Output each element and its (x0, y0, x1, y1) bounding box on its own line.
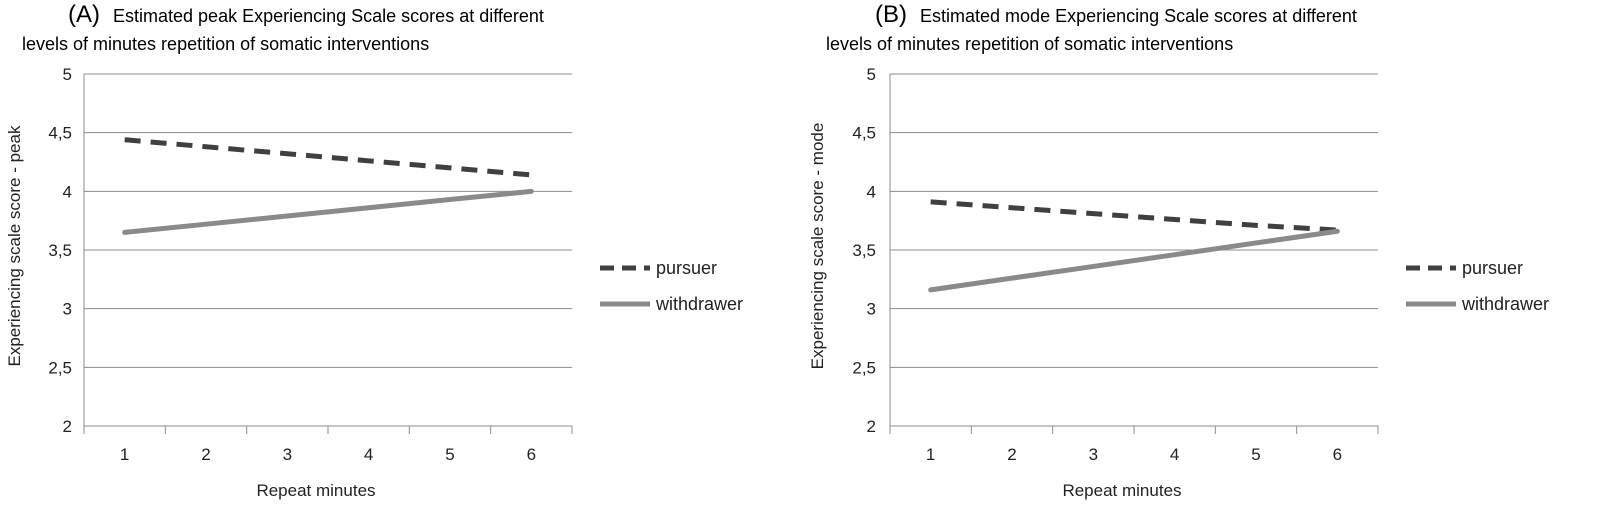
panel-b-title-line2: levels of minutes repetition of somatic … (826, 34, 1233, 54)
y-axis-title-a: Experiencing scale score - peak (5, 125, 24, 366)
y-tick-label-b-3: 3,5 (852, 241, 876, 260)
series-line-withdrawer-a (122, 188, 534, 235)
y-tick-label-a-6: 5 (63, 65, 72, 84)
x-tick-label-b-0: 1 (926, 445, 935, 464)
y-tick-label-a-1: 2,5 (48, 358, 72, 377)
x-tick-label-a-1: 2 (201, 445, 210, 464)
x-tick-label-b-2: 3 (1089, 445, 1098, 464)
x-tick-label-b-4: 5 (1251, 445, 1260, 464)
panel-a-title-line1: (A) Estimated peak Experiencing Scale sc… (68, 1, 544, 28)
y-tick-label-b-4: 4 (867, 182, 876, 201)
panel-a-plot: 2 2,5 3 3,5 4 4,5 5 1 2 3 4 5 6 Repeat minutes Experie… (5, 65, 743, 500)
y-tick-label-a-4: 4 (63, 182, 72, 201)
y-tick-label-b-5: 4,5 (852, 124, 876, 143)
panel-b-label: (B) (875, 1, 907, 28)
x-axis-title-b: Repeat minutes (1062, 481, 1181, 500)
legend-label-withdrawer-b: withdrawer (1461, 294, 1549, 314)
x-tick-label-b-3: 4 (1170, 445, 1179, 464)
y-tick-label-b-2: 3 (867, 300, 876, 319)
x-tick-label-a-4: 5 (445, 445, 454, 464)
panel-b-title-text: Estimated mode Experiencing Scale scores… (920, 6, 1357, 26)
x-axis-title-a: Repeat minutes (256, 481, 375, 500)
y-tick-label-b-1: 2,5 (852, 358, 876, 377)
series-line-withdrawer-b (928, 228, 1340, 293)
series-line-pursuer-a (124, 137, 532, 178)
panel-a-label: (A) (68, 1, 100, 28)
y-tick-label-a-5: 4,5 (48, 124, 72, 143)
x-tick-label-a-2: 3 (283, 445, 292, 464)
y-tick-label-b-6: 5 (867, 65, 876, 84)
x-tick-label-b-1: 2 (1007, 445, 1016, 464)
panel-b-title-line1: (B) Estimated mode Experiencing Scale sc… (875, 1, 1357, 28)
legend-label-pursuer-b: pursuer (1462, 258, 1523, 278)
panel-a-title-line2: levels of minutes repetition of somatic … (22, 34, 429, 54)
x-tick-label-a-3: 4 (364, 445, 373, 464)
x-tick-label-b-5: 6 (1333, 445, 1342, 464)
y-tick-label-a-0: 2 (63, 417, 72, 436)
y-axis-title-b: Experiencing scale score - mode (808, 123, 827, 370)
panel-a-title-text: Estimated peak Experiencing Scale scores… (113, 6, 544, 26)
y-tick-label-a-2: 3 (63, 300, 72, 319)
y-tick-label-b-0: 2 (867, 417, 876, 436)
panel-b-plot: 2 2,5 3 3,5 4 4,5 5 1 2 3 4 5 6 Repeat minutes Experie… (808, 65, 1549, 500)
x-tick-label-a-5: 6 (527, 445, 536, 464)
x-tick-label-a-0: 1 (120, 445, 129, 464)
legend-label-pursuer-a: pursuer (656, 258, 717, 278)
legend-label-withdrawer-a: withdrawer (655, 294, 743, 314)
chart-panel-a: (A) Estimated peak Experiencing Scale sc… (5, 1, 743, 500)
series-line-pursuer-b (930, 199, 1338, 233)
y-tick-label-a-3: 3,5 (48, 241, 72, 260)
chart-panel-b: (B) Estimated mode Experiencing Scale sc… (808, 1, 1549, 500)
